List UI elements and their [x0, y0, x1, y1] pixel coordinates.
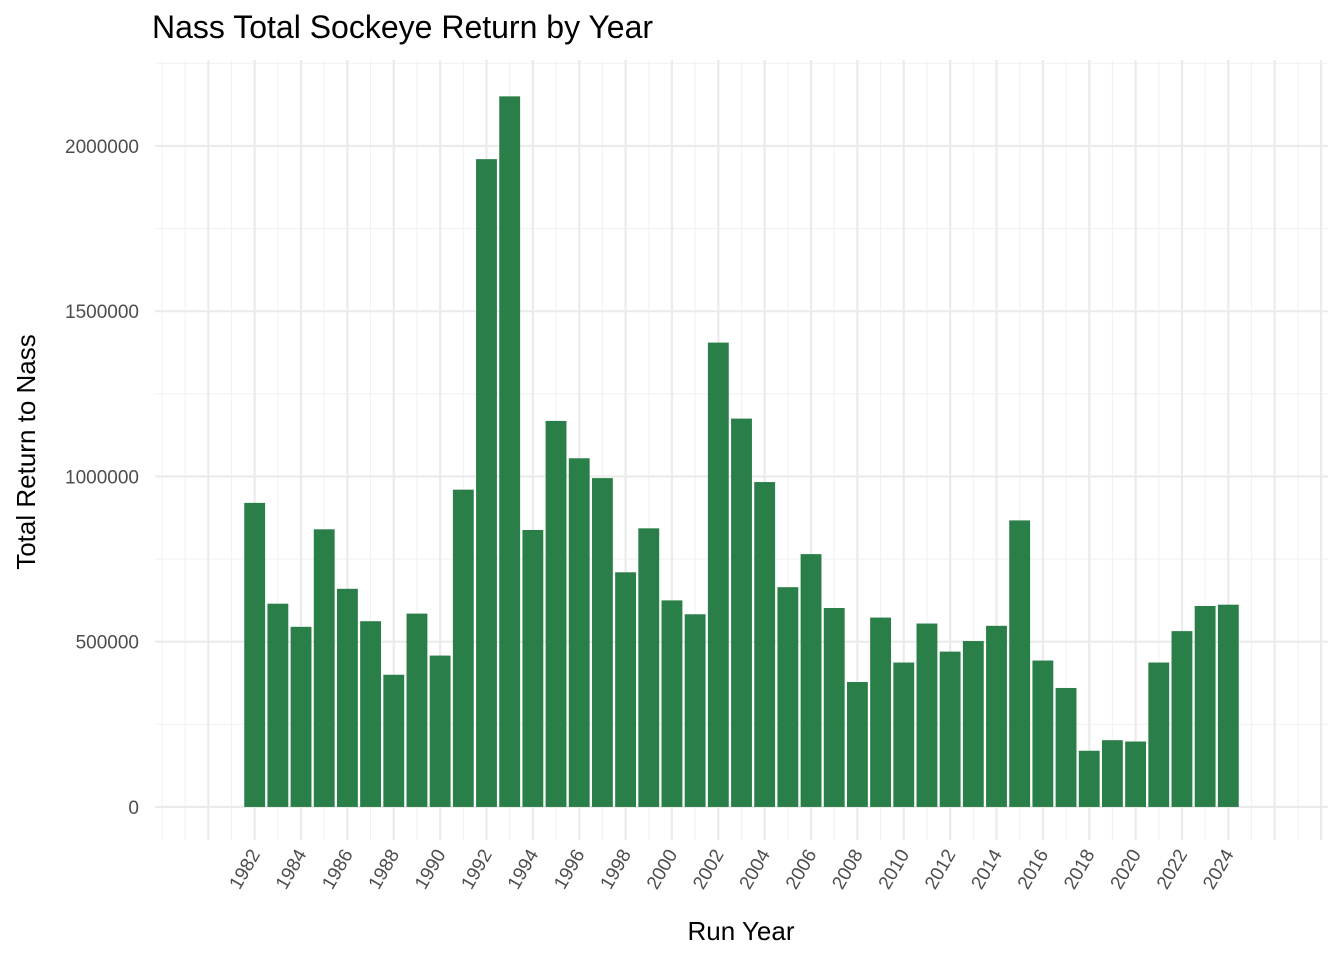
- x-tick-label: 2012: [921, 846, 960, 893]
- bar-1987: [360, 621, 382, 807]
- bar-2024: [1217, 604, 1239, 807]
- bar-2002: [707, 342, 729, 807]
- x-tick-label: 1986: [318, 846, 357, 893]
- bar-2016: [1032, 660, 1054, 807]
- bar-1999: [638, 528, 660, 807]
- bar-1983: [267, 603, 289, 807]
- x-tick-label: 2024: [1199, 846, 1239, 893]
- bar-2003: [731, 418, 752, 807]
- bar-2013: [962, 641, 984, 807]
- y-tick-label: 0: [128, 798, 139, 819]
- bar-2005: [777, 587, 799, 807]
- bar-2011: [916, 623, 938, 807]
- bar-1994: [522, 529, 544, 807]
- bar-1997: [591, 478, 613, 807]
- bar-2022: [1171, 631, 1193, 807]
- bar-1986: [336, 588, 358, 807]
- x-tick-label: 1988: [365, 846, 404, 893]
- x-axis-title: Run Year: [688, 916, 795, 946]
- chart-title: Nass Total Sockeye Return by Year: [152, 9, 653, 45]
- bar-1988: [383, 674, 405, 807]
- bar-2017: [1055, 687, 1077, 807]
- x-tick-label: 1982: [226, 846, 265, 893]
- bar-1989: [406, 613, 428, 807]
- bar-1993: [499, 96, 521, 807]
- bar-2019: [1101, 740, 1123, 807]
- y-tick-label: 2000000: [65, 137, 139, 158]
- bar-2008: [846, 682, 868, 807]
- x-tick-label: 2004: [736, 846, 776, 893]
- x-tick-label: 1994: [504, 846, 544, 893]
- x-tick-label: 1984: [272, 846, 312, 893]
- bar-2001: [684, 614, 706, 807]
- bar-2014: [986, 625, 1007, 807]
- bar-1996: [568, 458, 590, 807]
- y-tick-label: 1000000: [65, 467, 139, 488]
- bar-2018: [1078, 750, 1100, 807]
- bar-2007: [823, 607, 845, 807]
- x-tick-label: 1998: [597, 846, 636, 893]
- bar-2020: [1125, 741, 1147, 807]
- x-tick-label: 2006: [782, 846, 821, 893]
- x-tick-label: 2022: [1153, 846, 1192, 893]
- x-tick-label: 2014: [968, 846, 1008, 893]
- y-axis-title: Total Return to Nass: [11, 334, 41, 570]
- y-tick-label: 500000: [76, 633, 139, 654]
- x-tick-label: 2002: [689, 846, 728, 893]
- x-tick-label: 2016: [1014, 846, 1053, 893]
- bar-1998: [615, 572, 637, 807]
- x-tick-label: 2020: [1107, 846, 1146, 893]
- bar-1992: [476, 159, 497, 807]
- y-tick-label: 1500000: [65, 302, 139, 323]
- x-tick-label: 1992: [458, 846, 497, 893]
- bar-2009: [870, 617, 892, 807]
- bar-1984: [290, 626, 312, 807]
- bar-2015: [1009, 520, 1031, 807]
- x-axis-ticks: 1982 1984 1986 1988 1990 1992 1994 1996 1998 2000…: [226, 846, 1239, 893]
- bar-2010: [893, 662, 915, 807]
- bar-1991: [452, 489, 474, 807]
- x-tick-label: 2010: [875, 846, 914, 893]
- bar-2006: [800, 554, 822, 807]
- x-tick-label: 2018: [1060, 846, 1099, 893]
- bar-1995: [545, 420, 567, 807]
- bar-2000: [661, 600, 683, 807]
- bar-1990: [429, 655, 451, 807]
- bar-2023: [1194, 606, 1216, 807]
- x-tick-label: 1996: [550, 846, 589, 893]
- bar-1985: [313, 529, 335, 807]
- bar-2021: [1148, 662, 1170, 807]
- bar-1982: [244, 502, 266, 807]
- bar-2004: [754, 482, 776, 807]
- x-tick-label: 2000: [643, 846, 682, 893]
- y-axis-ticks: 0 500000 1000000 1500000 2000000: [65, 137, 139, 819]
- x-tick-label: 1990: [411, 846, 450, 893]
- bars: [244, 96, 1239, 807]
- x-tick-label: 2008: [828, 846, 867, 893]
- bar-2012: [939, 651, 961, 807]
